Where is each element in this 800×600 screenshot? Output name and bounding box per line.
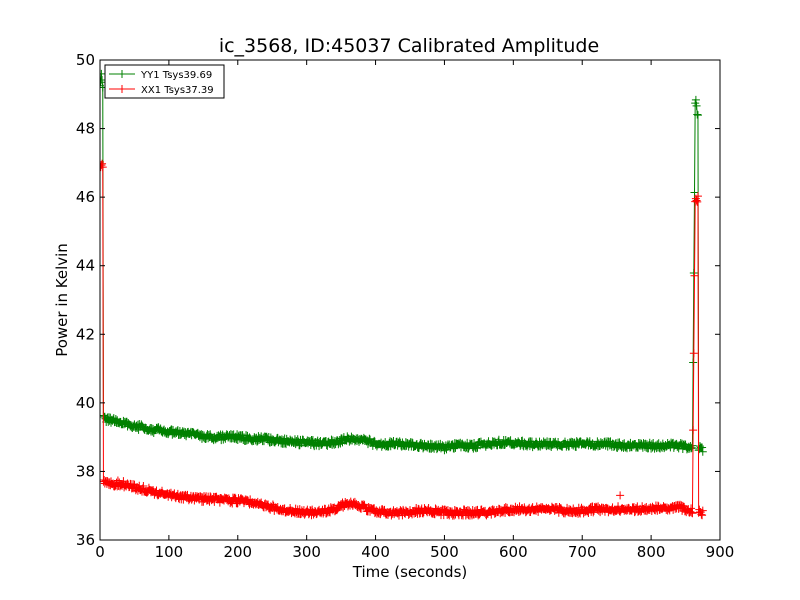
- series-marker: [687, 504, 696, 513]
- x-tick-label: 900: [706, 543, 735, 561]
- series-marker: [698, 506, 707, 515]
- series-marker: [139, 482, 148, 491]
- series-1: [100, 157, 707, 520]
- series-marker: [688, 441, 697, 450]
- series-marker: [687, 508, 696, 517]
- series-marker: [686, 507, 695, 516]
- series-marker: [359, 500, 368, 509]
- legend: YY1 Tsys39.69 XX1 Tsys37.39: [104, 64, 225, 99]
- x-axis-label: Time (seconds): [352, 563, 468, 581]
- y-tick-label: 46: [76, 188, 95, 206]
- series-marker: [233, 430, 242, 439]
- series-marker: [698, 511, 707, 520]
- series-marker: [693, 192, 702, 201]
- series-0: [100, 69, 707, 456]
- series-marker: [119, 477, 128, 486]
- series-marker: [113, 476, 122, 485]
- series-marker: [292, 437, 301, 446]
- chart-title: ic_3568, ID:45037 Calibrated Amplitude: [219, 35, 599, 57]
- y-tick-label: 44: [76, 257, 95, 275]
- series-marker: [689, 426, 698, 435]
- series-marker: [291, 504, 300, 513]
- series-marker: [370, 436, 379, 445]
- series-marker: [563, 503, 572, 512]
- x-tick-label: 800: [637, 543, 666, 561]
- axis-ticks: 0 100 200 300 400 500 600 700 800 900 36 38 40 42 44 46…: [76, 51, 734, 561]
- series-marker: [550, 438, 559, 447]
- legend-marker: [118, 70, 126, 78]
- series-marker: [100, 159, 107, 168]
- series-marker: [487, 510, 496, 519]
- series-marker: [370, 504, 379, 513]
- y-tick-label: 40: [76, 394, 95, 412]
- x-tick-label: 100: [155, 543, 184, 561]
- legend-entry-label: YY1 Tsys39.69: [140, 70, 212, 81]
- series-marker: [589, 508, 598, 517]
- y-tick-label: 38: [76, 462, 95, 480]
- x-tick-label: 200: [223, 543, 252, 561]
- series-marker: [543, 437, 552, 446]
- series-marker: [689, 349, 698, 358]
- y-tick-label: 48: [76, 120, 95, 138]
- plot-area: [100, 60, 720, 540]
- x-tick-label: 300: [292, 543, 321, 561]
- series-marker: [698, 443, 707, 452]
- y-tick-label: 36: [76, 531, 95, 549]
- series-marker: [474, 509, 483, 518]
- series-marker: [327, 435, 336, 444]
- series-marker: [136, 486, 145, 495]
- series-marker: [214, 431, 223, 440]
- series-marker: [690, 188, 699, 197]
- y-tick-label: 50: [76, 51, 95, 69]
- series-marker: [698, 447, 707, 456]
- series-marker: [690, 271, 699, 280]
- y-tick-label: 42: [76, 325, 95, 343]
- series-marker: [692, 101, 701, 110]
- series-marker: [692, 196, 701, 205]
- series-marker: [689, 358, 698, 367]
- series-marker: [691, 95, 700, 104]
- series-marker: [250, 433, 259, 442]
- series-marker: [693, 197, 702, 206]
- series-marker: [678, 501, 687, 510]
- series-marker: [100, 69, 106, 78]
- plot-frame: [99, 59, 721, 541]
- outlier-marker: [616, 491, 625, 500]
- legend-marker: [118, 85, 126, 93]
- series-marker: [697, 510, 706, 519]
- series-marker: [693, 111, 702, 120]
- series-marker: [100, 157, 104, 166]
- series-marker: [295, 441, 304, 450]
- x-tick-label: 500: [430, 543, 459, 561]
- legend-entry-label: XX1 Tsys37.39: [141, 85, 214, 96]
- x-tick-label: 0: [95, 543, 105, 561]
- series-marker: [450, 444, 459, 453]
- series-marker: [138, 421, 147, 430]
- series-marker: [593, 437, 602, 446]
- legend-box: [104, 64, 225, 99]
- series-marker: [696, 442, 705, 451]
- series-marker: [334, 440, 343, 449]
- series-marker: [669, 505, 678, 514]
- series-marker: [100, 161, 106, 170]
- x-tick-label: 600: [499, 543, 528, 561]
- series-marker: [693, 110, 702, 119]
- series-marker: [173, 426, 182, 435]
- x-tick-label: 400: [361, 543, 390, 561]
- x-tick-label: 700: [568, 543, 597, 561]
- plot-series-group: [100, 69, 707, 520]
- y-axis-label: Power in Kelvin: [53, 243, 71, 357]
